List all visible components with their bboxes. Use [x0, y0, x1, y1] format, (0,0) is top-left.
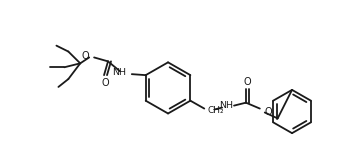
- Text: NH: NH: [219, 101, 233, 110]
- Text: O: O: [82, 51, 89, 61]
- Text: O: O: [265, 108, 272, 118]
- Text: O: O: [243, 77, 251, 87]
- Text: CH₂: CH₂: [207, 106, 224, 115]
- Text: O: O: [101, 78, 109, 88]
- Text: NH: NH: [112, 68, 126, 77]
